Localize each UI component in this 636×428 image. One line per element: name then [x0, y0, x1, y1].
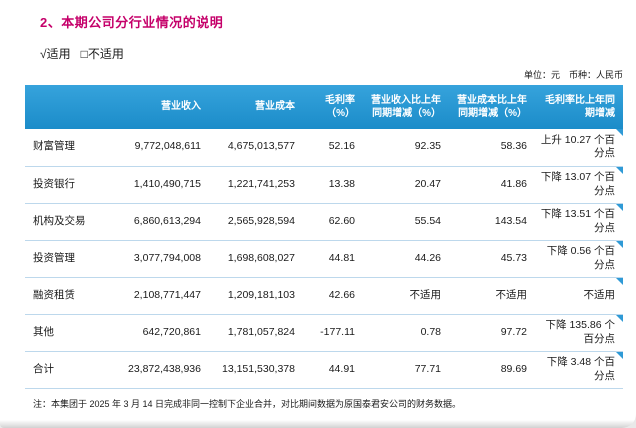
industry-label: 融资租赁	[25, 277, 105, 315]
unit-currency-label: 单位：元 币种：人民币	[523, 70, 623, 80]
margin-yoy-text: 下降 0.56 个百分点	[546, 244, 615, 271]
col-header-cost-yoy: 营业成本比上年同期增减（%）	[449, 85, 535, 129]
margin-cell: -177.11	[303, 314, 363, 352]
table-row: 投资银行 1,410,490,715 1,221,741,253 13.38 2…	[25, 166, 623, 204]
margin-yoy-text: 上升 10.27 个百分点	[540, 133, 615, 160]
cost-yoy-cell: 143.54	[449, 203, 535, 241]
table-row: 其他 642,720,861 1,781,057,824 -177.11 0.7…	[25, 314, 623, 352]
industry-label: 投资银行	[25, 166, 105, 204]
table-row: 机构及交易 6,860,613,294 2,565,928,594 62.60 …	[25, 203, 623, 241]
revenue-cell: 23,872,438,936	[105, 351, 209, 389]
industry-label: 机构及交易	[25, 203, 105, 241]
col-header-margin-yoy: 毛利率比上年同期增减	[535, 85, 623, 129]
col-header-cost: 营业成本	[209, 85, 303, 129]
industry-label: 投资管理	[25, 240, 105, 278]
margin-yoy-cell: 下降 3.48 个百分点	[535, 351, 623, 389]
industry-label: 财富管理	[25, 129, 105, 167]
footnote: 注：本集团于 2025 年 3 月 14 日完成非同一控制下企业合并，对比期间数…	[33, 398, 462, 409]
cost-cell: 1,221,741,253	[209, 166, 303, 204]
margin-yoy-text: 下降 13.51 个百分点	[540, 207, 615, 234]
revenue-cell: 1,410,490,715	[105, 166, 209, 204]
cost-yoy-cell: 89.69	[449, 351, 535, 389]
margin-yoy-text: 下降 13.07 个百分点	[540, 170, 615, 197]
cost-cell: 13,151,530,378	[209, 351, 303, 389]
margin-cell: 62.60	[303, 203, 363, 241]
industry-label: 其他	[25, 314, 105, 352]
revenue-yoy-cell: 77.71	[363, 351, 449, 389]
col-header-industry	[25, 85, 105, 129]
corner-marker-icon	[616, 240, 623, 248]
margin-cell: 13.38	[303, 166, 363, 204]
margin-yoy-cell: 不适用	[535, 277, 623, 315]
margin-cell: 42.66	[303, 277, 363, 315]
revenue-yoy-cell: 不适用	[363, 277, 449, 315]
margin-yoy-cell: 下降 0.56 个百分点	[535, 240, 623, 278]
table-row: 融资租赁 2,108,771,447 1,209,181,103 42.66 不…	[25, 277, 623, 315]
margin-yoy-cell: 下降 135.86 个百分点	[535, 314, 623, 352]
corner-marker-icon	[616, 351, 623, 359]
margin-yoy-text: 下降 3.48 个百分点	[546, 355, 615, 382]
table-header-row: 营业收入 营业成本 毛利率（%） 营业收入比上年同期增减（%） 营业成本比上年同…	[25, 85, 623, 129]
revenue-yoy-cell: 0.78	[363, 314, 449, 352]
revenue-yoy-cell: 55.54	[363, 203, 449, 241]
margin-cell: 44.81	[303, 240, 363, 278]
cost-yoy-cell: 97.72	[449, 314, 535, 352]
cost-yoy-cell: 58.36	[449, 129, 535, 167]
applicable-checkbox-checked: √适用	[40, 47, 71, 61]
cost-cell: 1,781,057,824	[209, 314, 303, 352]
margin-yoy-cell: 下降 13.51 个百分点	[535, 203, 623, 241]
cost-cell: 4,675,013,577	[209, 129, 303, 167]
revenue-yoy-cell: 44.26	[363, 240, 449, 278]
cost-yoy-cell: 45.73	[449, 240, 535, 278]
cost-yoy-cell: 不适用	[449, 277, 535, 315]
industry-segment-table: 营业收入 营业成本 毛利率（%） 营业收入比上年同期增减（%） 营业成本比上年同…	[25, 85, 623, 389]
industry-label: 合计	[25, 351, 105, 389]
cost-cell: 1,209,181,103	[209, 277, 303, 315]
margin-cell: 52.16	[303, 129, 363, 167]
corner-marker-icon	[616, 129, 623, 136]
margin-cell: 44.91	[303, 351, 363, 389]
col-header-revenue: 营业收入	[105, 85, 209, 129]
revenue-yoy-cell: 20.47	[363, 166, 449, 204]
col-header-revenue-yoy: 营业收入比上年同期增减（%）	[363, 85, 449, 129]
margin-yoy-cell: 下降 13.07 个百分点	[535, 166, 623, 204]
col-header-margin: 毛利率（%）	[303, 85, 363, 129]
section-title: 2、本期公司分行业情况的说明	[40, 15, 224, 30]
corner-marker-icon	[616, 203, 623, 211]
corner-marker-icon	[616, 314, 623, 322]
revenue-cell: 3,077,794,008	[105, 240, 209, 278]
table-row-total: 合计 23,872,438,936 13,151,530,378 44.91 7…	[25, 351, 623, 389]
not-applicable-checkbox-unchecked: □不适用	[80, 47, 124, 61]
applicability-row: √适用 □不适用	[40, 45, 636, 62]
cost-cell: 1,698,608,027	[209, 240, 303, 278]
revenue-yoy-cell: 92.35	[363, 129, 449, 167]
corner-marker-icon	[616, 166, 623, 174]
cost-cell: 2,565,928,594	[209, 203, 303, 241]
revenue-cell: 6,860,613,294	[105, 203, 209, 241]
table-row: 投资管理 3,077,794,008 1,698,608,027 44.81 4…	[25, 240, 623, 278]
cost-yoy-cell: 41.86	[449, 166, 535, 204]
revenue-cell: 642,720,861	[105, 314, 209, 352]
corner-marker-icon	[616, 277, 623, 285]
margin-yoy-cell: 上升 10.27 个百分点	[535, 129, 623, 167]
margin-yoy-text: 不适用	[583, 288, 616, 301]
revenue-cell: 2,108,771,447	[105, 277, 209, 315]
revenue-cell: 9,772,048,611	[105, 129, 209, 167]
table-row: 财富管理 9,772,048,611 4,675,013,577 52.16 9…	[25, 129, 623, 167]
margin-yoy-text: 下降 135.86 个百分点	[545, 318, 615, 345]
